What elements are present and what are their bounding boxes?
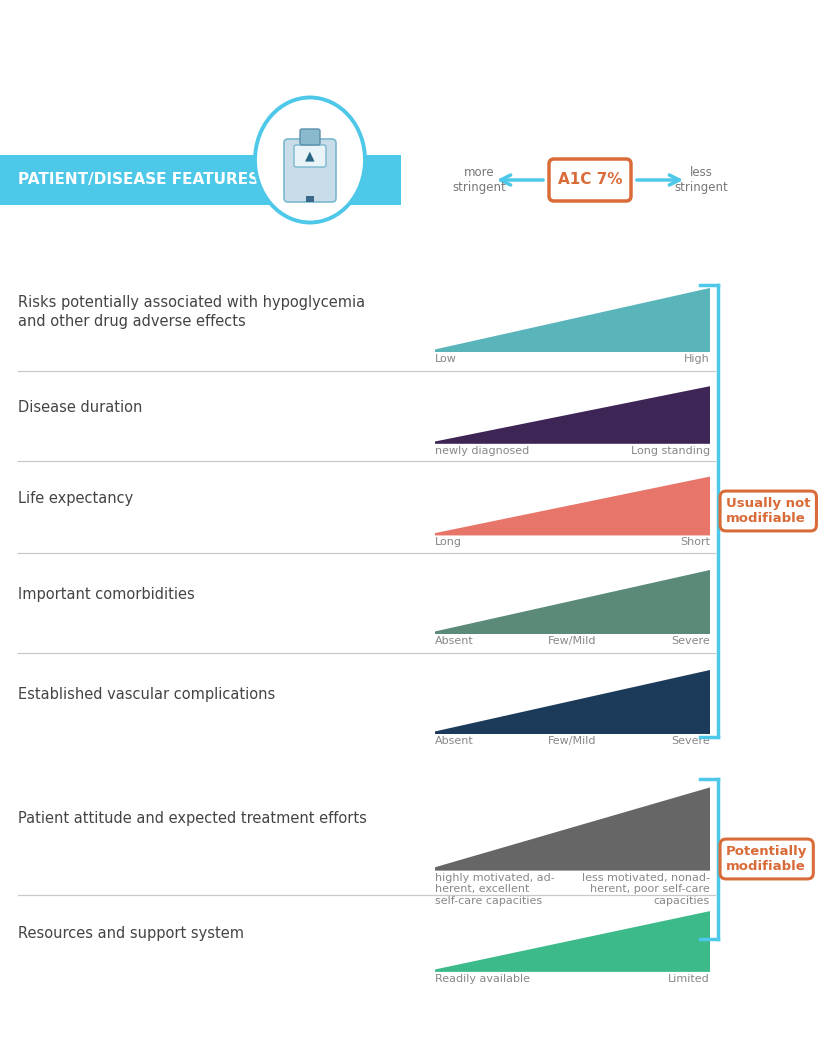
Text: High: High <box>684 354 710 364</box>
Text: Approach to the management of hyperglycemia: Approach to the management of hyperglyce… <box>0 30 836 60</box>
Text: Risks potentially associated with hypoglycemia
and other drug adverse effects: Risks potentially associated with hypogl… <box>18 295 365 330</box>
Ellipse shape <box>255 98 365 222</box>
Text: Important comorbidities: Important comorbidities <box>18 586 195 602</box>
FancyBboxPatch shape <box>300 129 320 145</box>
Text: newly diagnosed: newly diagnosed <box>435 446 529 455</box>
Text: Few/Mild: Few/Mild <box>548 636 597 646</box>
Text: Long standing: Long standing <box>631 446 710 455</box>
Text: Severe: Severe <box>671 736 710 746</box>
Text: Low: Low <box>435 354 457 364</box>
Text: ▲: ▲ <box>305 150 315 162</box>
Text: Usually not
modifiable: Usually not modifiable <box>726 497 810 525</box>
Text: less motivated, nonad-
herent, poor self-care
capacities: less motivated, nonad- herent, poor self… <box>582 873 710 905</box>
Text: Life expectancy: Life expectancy <box>18 491 133 506</box>
Text: less
stringent: less stringent <box>674 165 728 194</box>
Text: Disease duration: Disease duration <box>18 401 142 415</box>
FancyBboxPatch shape <box>284 139 336 202</box>
Text: Potentially
modifiable: Potentially modifiable <box>726 845 808 873</box>
Polygon shape <box>435 288 710 352</box>
Text: Limited: Limited <box>668 974 710 983</box>
Polygon shape <box>435 570 710 635</box>
Text: A1C 7%: A1C 7% <box>558 173 622 188</box>
Text: Few/Mild: Few/Mild <box>548 736 597 746</box>
Polygon shape <box>435 787 710 871</box>
Text: Established vascular complications: Established vascular complications <box>18 686 275 702</box>
Text: Absent: Absent <box>435 636 474 646</box>
Text: Long: Long <box>435 538 462 547</box>
Text: Absent: Absent <box>435 736 474 746</box>
Text: Patient attitude and expected treatment efforts: Patient attitude and expected treatment … <box>18 812 367 826</box>
FancyBboxPatch shape <box>294 145 326 167</box>
Text: PATIENT/DISEASE FEATURES: PATIENT/DISEASE FEATURES <box>18 173 259 188</box>
Text: TheDiabetesCouncil.com: TheDiabetesCouncil.com <box>293 1024 543 1042</box>
Text: Short: Short <box>680 538 710 547</box>
Polygon shape <box>435 911 710 972</box>
Text: highly motivated, ad-
herent, excellent
self-care capacities: highly motivated, ad- herent, excellent … <box>435 873 555 905</box>
Text: more
stringent: more stringent <box>452 165 506 194</box>
Polygon shape <box>435 386 710 444</box>
Bar <box>0 155 401 204</box>
FancyBboxPatch shape <box>549 159 631 201</box>
Text: Severe: Severe <box>671 636 710 646</box>
Bar <box>306 196 314 202</box>
Polygon shape <box>435 476 710 535</box>
Polygon shape <box>435 670 710 734</box>
Text: Readily available: Readily available <box>435 974 530 983</box>
Text: Resources and support system: Resources and support system <box>18 926 244 941</box>
